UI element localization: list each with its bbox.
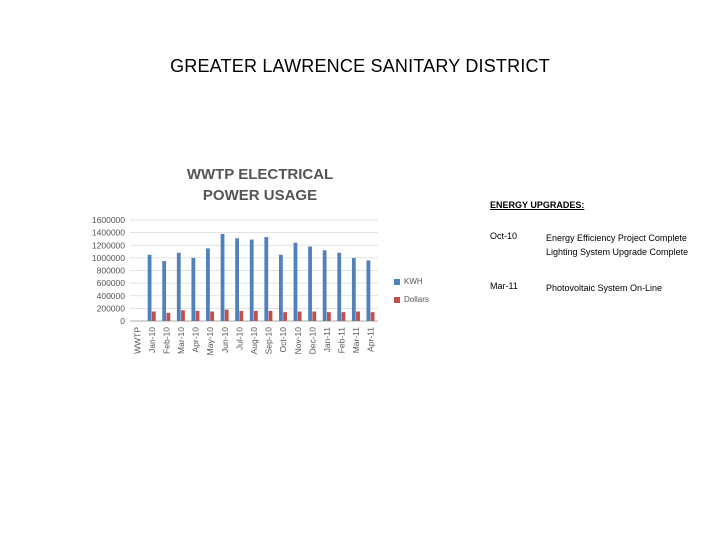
y-tick-label: 1600000 [92,215,125,225]
bar-kwh [249,239,254,321]
bar-kwh [206,248,210,321]
bar-kwh [220,233,225,321]
legend-dollars: Dollars [394,295,429,304]
bar-dollars [181,310,185,321]
bar-dollars [210,311,215,321]
bar-dollars [224,309,229,321]
upgrades-heading: ENERGY UPGRADES: [490,200,585,210]
bar-kwh [337,252,342,321]
y-tick-label: 600000 [97,278,126,288]
x-tick-label: May-10 [205,327,215,356]
bar-dollars [268,310,273,321]
bar-dollars [297,311,302,321]
chart-title-line-1: WWTP ELECTRICAL [186,166,334,183]
bar-kwh [293,242,298,321]
x-tick-label: Aug-10 [249,327,259,355]
x-tick-label: Nov-10 [293,327,303,355]
bar-kwh [147,254,152,321]
x-tick-label: Jun-10 [220,327,230,353]
upgrade-line: Energy Efficiency Project Complete [546,233,687,243]
legend-swatch-dollars [394,296,400,303]
bar-dollars [195,310,200,321]
bar-kwh [308,246,312,321]
legend-swatch-kwh [394,278,400,285]
y-tick-label: 1200000 [92,240,125,250]
x-tick-label: Sep-10 [264,327,274,355]
upgrade-description: Photovoltaic System On-Line [546,281,662,295]
upgrade-description: Energy Efficiency Project Complete Light… [546,231,688,259]
upgrade-row: Mar-11 Photovoltaic System On-Line [490,281,688,295]
bar-dollars [341,312,346,321]
y-tick-label: 1400000 [92,228,125,238]
chart-title-line-2: POWER USAGE [202,187,318,204]
bar-dollars [239,310,244,321]
x-tick-label: Jul-10 [234,327,244,350]
x-tick-label: Feb-11 [337,327,347,354]
upgrade-line: Lighting System Upgrade Complete [546,247,689,257]
bar-kwh [278,254,283,321]
legend-kwh: KWH [394,277,423,286]
x-tick-label: Apr-10 [191,327,201,353]
bar-dollars [151,311,156,321]
x-tick-label: Oct-10 [278,327,288,353]
y-tick-label: 0 [120,316,125,326]
x-tick-label: WWTP [132,327,142,354]
upgrade-date: Mar-11 [490,281,518,291]
x-tick-label: Dec-10 [307,327,317,355]
x-tick-label: Jan-11 [322,327,332,353]
upgrade-line: Photovoltaic System On-Line [546,283,663,293]
y-tick-label: 1000000 [92,253,125,263]
bar-kwh [366,260,371,321]
bar-dollars [326,312,331,321]
x-tick-label: Mar-10 [176,327,186,354]
bar-kwh [176,252,181,321]
legend-label-kwh: KWH [404,277,423,286]
x-tick-label: Apr-11 [366,327,376,352]
bar-kwh [322,250,327,321]
upgrade-date: Oct-10 [490,231,518,241]
y-tick-label: 200000 [97,303,126,313]
upgrade-row: Oct-10 Energy Efficiency Project Complet… [490,231,688,259]
page-title: GREATER LAWRENCE SANITARY DISTRICT [170,56,550,76]
y-tick-label: 800000 [97,266,126,276]
energy-upgrades-panel: ENERGY UPGRADES: Oct-10 Energy Efficienc… [490,200,688,317]
bar-kwh [351,257,356,321]
bar-dollars [312,311,317,321]
bar-kwh [191,257,196,321]
bar-kwh [162,261,167,321]
y-tick-label: 400000 [97,291,126,301]
legend-label-dollars: Dollars [404,295,429,304]
x-tick-label: Feb-10 [161,327,171,354]
bar-dollars [370,312,375,321]
bar-dollars [356,311,360,321]
bar-kwh [235,238,240,321]
bar-dollars [254,310,258,321]
x-tick-label: Mar-11 [351,327,361,354]
bar-dollars [283,312,287,321]
x-tick-label: Jan-10 [147,327,157,353]
bar-kwh [264,237,269,321]
bar-dollars [166,312,171,321]
